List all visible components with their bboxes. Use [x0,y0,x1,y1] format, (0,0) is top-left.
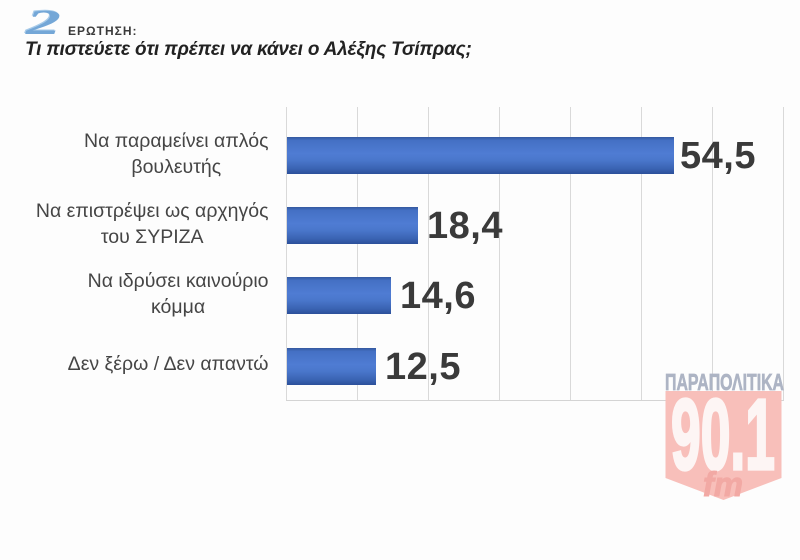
svg-text:fm: fm [703,466,743,504]
svg-text:ΠΑΡΑΠΟΛΙΤΙΚΑ: ΠΑΡΑΠΟΛΙΤΙΚΑ [665,369,784,395]
svg-text:90.1: 90.1 [671,379,775,491]
